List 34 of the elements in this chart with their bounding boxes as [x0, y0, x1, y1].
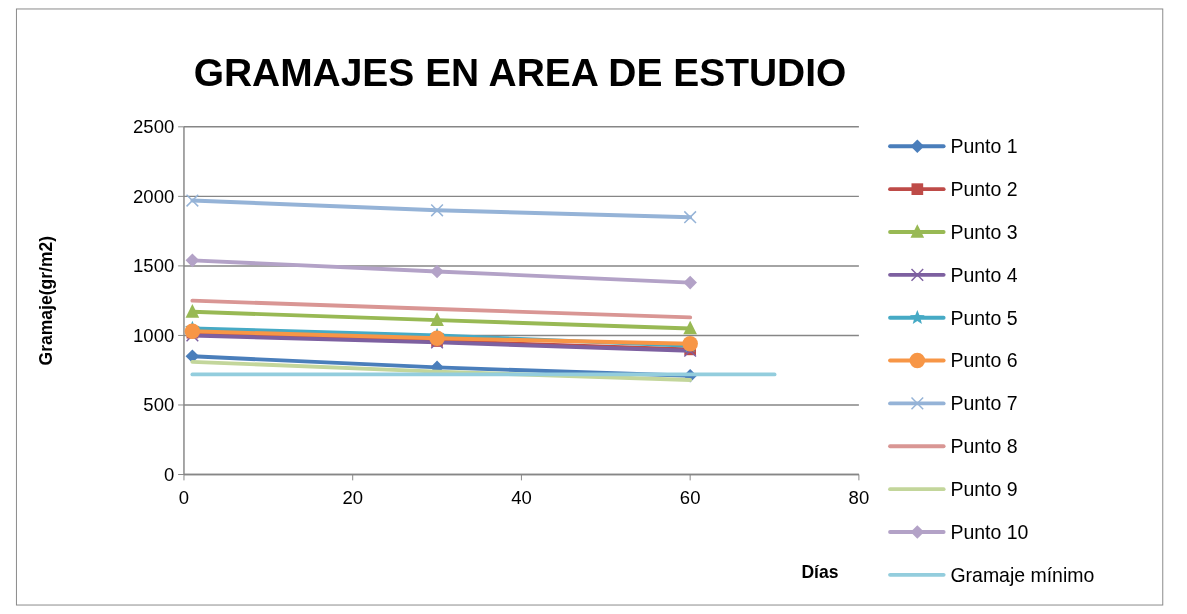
point [430, 312, 444, 326]
point [185, 253, 200, 268]
legend-label: Punto 6 [950, 349, 1018, 372]
x-tick-label: 40 [511, 486, 532, 508]
legend-label: Punto 9 [950, 477, 1018, 500]
y-tick-label: 1500 [133, 255, 175, 277]
legend-label: Punto 8 [950, 435, 1018, 458]
chart-title: GRAMAJES EN AREA DE ESTUDIO [193, 50, 847, 94]
point [683, 210, 697, 224]
y-tick-label: 1000 [133, 324, 175, 346]
point [185, 304, 200, 318]
legend-label: Punto 3 [950, 220, 1018, 243]
x-tick-label: 20 [342, 486, 363, 508]
x-axis-title: Días [801, 561, 839, 582]
legend-label: Punto 4 [950, 263, 1018, 286]
y-axis-title: Gramaje(gr/m2) [36, 235, 57, 366]
y-tick-label: 2000 [133, 185, 175, 207]
x-tick-label: 80 [848, 486, 870, 508]
point [683, 320, 697, 335]
legend-label: Punto 2 [950, 177, 1018, 200]
legend-label: Punto 5 [950, 306, 1018, 329]
point [430, 264, 444, 279]
legend-label: Punto 10 [950, 520, 1029, 543]
y-tick-label: 0 [163, 463, 175, 485]
legend-label: Punto 1 [950, 135, 1018, 158]
point [430, 203, 444, 217]
x-tick-label: 60 [679, 486, 701, 508]
x-tick-label: 0 [178, 486, 190, 508]
y-tick-label: 2500 [133, 116, 175, 138]
point [683, 275, 697, 290]
y-tick-label: 500 [143, 394, 175, 416]
legend-label: Gramaje mínimo [950, 563, 1095, 586]
legend-label: Punto 7 [950, 392, 1018, 415]
point [185, 193, 199, 208]
